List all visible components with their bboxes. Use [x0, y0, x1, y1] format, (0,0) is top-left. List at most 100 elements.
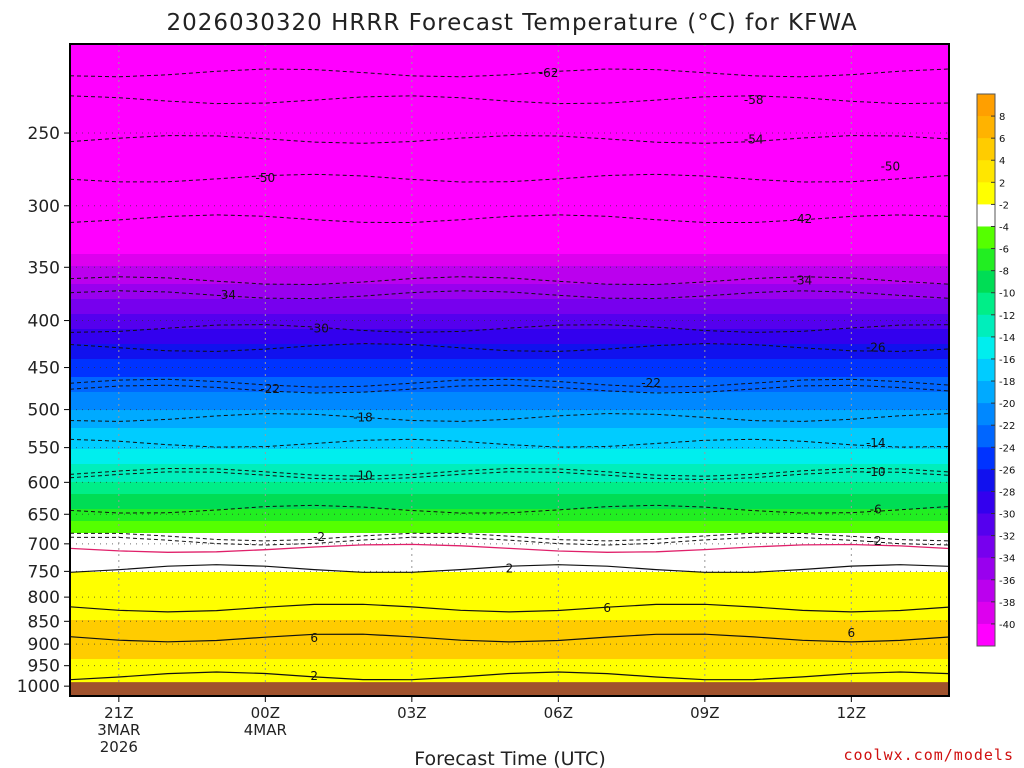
isotherm-line — [70, 603, 949, 613]
temp-band — [70, 356, 949, 360]
temp-band — [70, 299, 949, 303]
y-tick-label: 750 — [28, 562, 60, 582]
temp-band — [70, 677, 949, 681]
temp-band — [70, 551, 949, 555]
temp-band — [70, 287, 949, 291]
temp-band — [70, 371, 949, 375]
temp-band — [70, 149, 949, 153]
temp-band — [70, 539, 949, 543]
contour-label: -10 — [866, 465, 886, 479]
x-tick-label: 2026 — [100, 738, 138, 756]
temp-band — [70, 506, 949, 510]
temp-band — [70, 566, 949, 570]
temp-band — [70, 629, 949, 633]
temp-band — [70, 392, 949, 396]
colorbar-swatch — [977, 248, 995, 272]
colorbar-label: -6 — [999, 245, 1009, 256]
colorbar-swatch — [977, 425, 995, 448]
temp-band — [70, 305, 949, 309]
temp-band — [70, 596, 949, 600]
temp-band — [70, 554, 949, 558]
temp-band — [70, 140, 949, 144]
colorbar-swatch — [977, 381, 995, 404]
temp-band — [70, 227, 949, 231]
colorbar-swatch — [977, 623, 995, 647]
temp-band — [70, 410, 949, 414]
temp-band — [70, 269, 949, 273]
colorbar-label: -36 — [999, 576, 1015, 587]
colorbar-swatch — [977, 182, 995, 205]
temp-band — [70, 578, 949, 582]
ground-layer — [70, 682, 949, 696]
temp-band — [70, 47, 949, 51]
freezing-line — [70, 543, 949, 553]
temp-band — [70, 593, 949, 597]
temp-band — [70, 341, 949, 345]
temp-band — [70, 206, 949, 210]
temp-band — [70, 395, 949, 399]
temp-band — [70, 380, 949, 384]
temp-band — [70, 662, 949, 666]
temp-band — [70, 284, 949, 288]
temp-band — [70, 587, 949, 591]
colorbar-label: -26 — [999, 465, 1015, 476]
temp-band — [70, 125, 949, 129]
colorbar-label: 4 — [999, 156, 1005, 167]
contour-label: -10 — [353, 469, 373, 483]
temp-band — [70, 344, 949, 348]
temp-band — [70, 617, 949, 621]
temp-band — [70, 131, 949, 135]
temp-band — [70, 158, 949, 162]
temp-band — [70, 254, 949, 258]
y-tick-label: 950 — [28, 657, 60, 677]
temp-band — [70, 557, 949, 561]
temp-band — [70, 296, 949, 300]
x-tick-label: 21Z — [104, 704, 133, 722]
temp-band — [70, 128, 949, 132]
temp-band — [70, 665, 949, 669]
temp-band — [70, 347, 949, 351]
y-tick-label: 600 — [28, 473, 60, 493]
contour-label: -18 — [353, 410, 373, 424]
temp-band — [70, 326, 949, 330]
temp-band — [70, 170, 949, 174]
colorbar-label: 6 — [999, 134, 1005, 145]
temp-band — [70, 308, 949, 312]
temp-band — [70, 56, 949, 60]
temp-band — [70, 320, 949, 324]
x-tick-label: 3MAR — [97, 721, 140, 739]
temp-band — [70, 674, 949, 678]
temp-band — [70, 215, 949, 219]
temp-band — [70, 623, 949, 627]
temp-band — [70, 257, 949, 261]
temp-band — [70, 134, 949, 138]
temp-band — [70, 71, 949, 75]
x-tick-label: 09Z — [690, 704, 719, 722]
temp-band — [70, 188, 949, 192]
colorbar-label: -34 — [999, 554, 1015, 565]
temp-band — [70, 533, 949, 537]
isotherm-line — [70, 671, 949, 681]
temp-band — [70, 656, 949, 660]
colorbar-frame — [976, 93, 996, 647]
colorbar-swatch — [977, 601, 995, 625]
colorbar-label: -10 — [999, 289, 1015, 300]
temp-band — [70, 68, 949, 72]
temp-band — [70, 500, 949, 504]
temp-band — [70, 275, 949, 279]
temp-band — [70, 536, 949, 540]
colorbar-swatch — [977, 535, 995, 559]
temp-band — [70, 98, 949, 102]
colorbar-swatch — [977, 292, 995, 316]
temp-band — [70, 248, 949, 252]
temp-band — [70, 476, 949, 480]
temp-band — [70, 95, 949, 99]
contour-label: -34 — [216, 288, 236, 302]
colorbar-swatch — [977, 557, 995, 581]
temp-band — [70, 197, 949, 201]
temp-band — [70, 329, 949, 333]
temp-band — [70, 332, 949, 336]
y-tick-label: 700 — [28, 535, 60, 555]
temp-band — [70, 518, 949, 522]
temp-band — [70, 647, 949, 651]
